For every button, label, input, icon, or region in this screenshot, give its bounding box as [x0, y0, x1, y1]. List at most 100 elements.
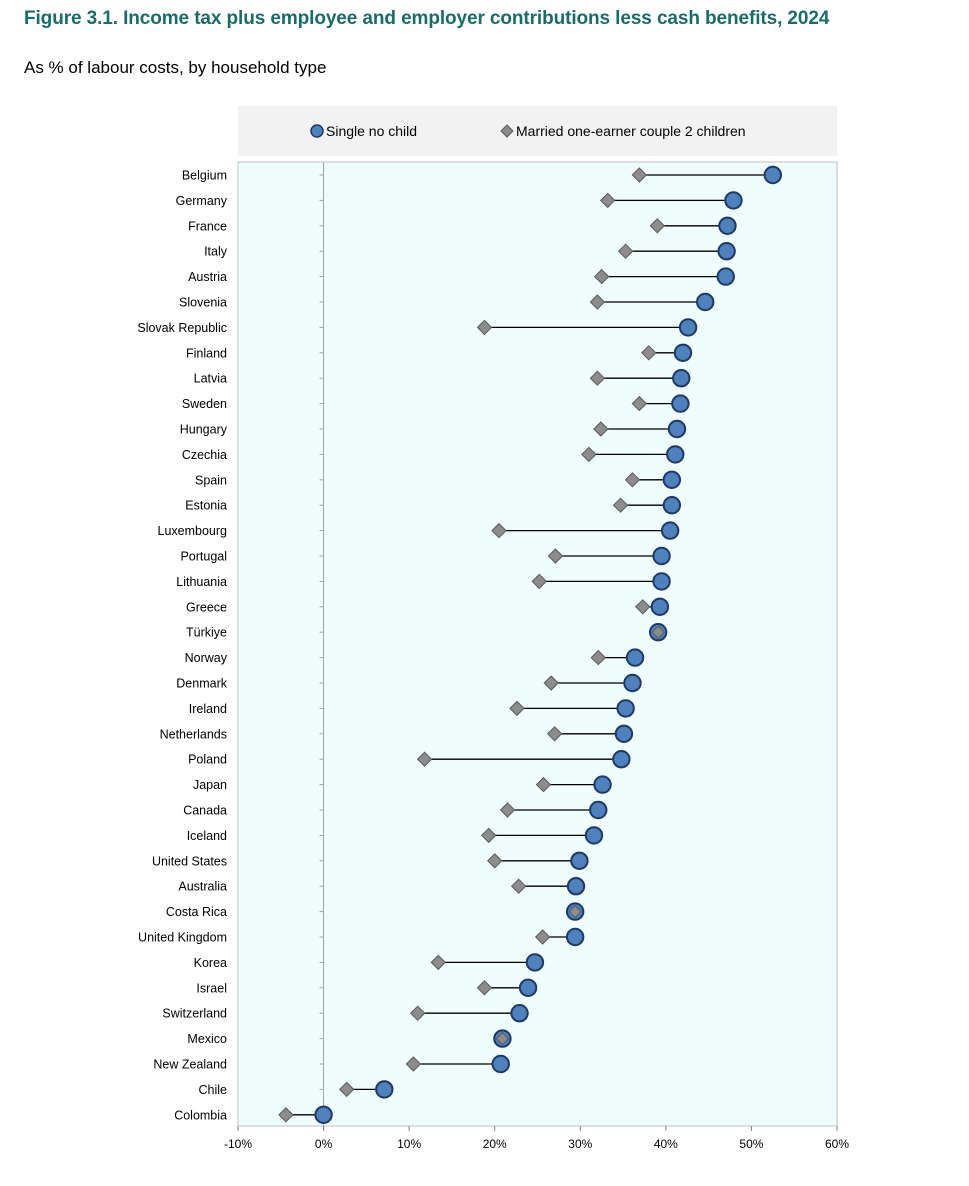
single-point [623, 673, 642, 693]
single-point [616, 699, 635, 718]
category-label: Poland [188, 753, 227, 767]
married-point [531, 573, 547, 590]
married-point [589, 294, 606, 310]
married-point-overlap [651, 625, 665, 639]
married-point [534, 929, 551, 945]
category-label: Japan [193, 778, 227, 792]
category-label: Luxembourg [158, 524, 228, 538]
legend-married-label: Married one-earner couple 2 children [516, 123, 746, 139]
single-point [652, 546, 671, 566]
married-point [649, 218, 666, 234]
category-label: Slovak Republic [137, 321, 227, 335]
married-point [590, 649, 606, 666]
category-label: United Kingdom [138, 931, 227, 945]
single-point [672, 369, 691, 388]
x-tick-label: 0% [315, 1137, 333, 1151]
category-label: Germany [176, 194, 228, 208]
category-label: New Zealand [153, 1058, 227, 1072]
legend-married-marker [500, 124, 514, 138]
married-point [476, 980, 493, 996]
married-point [546, 726, 563, 742]
married-point [405, 1056, 422, 1072]
single-point [678, 318, 698, 337]
category-label: Türkiye [186, 626, 227, 640]
single-point [589, 800, 608, 820]
x-tick-label: 10% [397, 1137, 421, 1151]
single-point [718, 216, 737, 236]
chart-subtitle: As % of labour costs, by household type [24, 58, 327, 77]
category-label: Denmark [176, 677, 227, 691]
married-point [409, 1005, 426, 1021]
category-label: Spain [195, 473, 227, 487]
married-point [593, 268, 610, 285]
married-point [624, 472, 641, 488]
single-point [566, 877, 586, 896]
single-point [625, 648, 645, 667]
married-point [612, 497, 629, 513]
category-label: United States [152, 854, 227, 868]
category-label: Costa Rica [166, 905, 227, 919]
married-point [509, 700, 525, 717]
x-tick-label: 20% [483, 1137, 507, 1151]
married-point [535, 776, 552, 793]
single-point [593, 775, 612, 794]
single-point [314, 1105, 333, 1125]
married-point [278, 1107, 294, 1123]
legend: Single no child Married one-earner coupl… [310, 123, 746, 139]
single-point [662, 496, 682, 515]
married-point [589, 370, 606, 386]
single-point [614, 724, 634, 743]
category-label: Estonia [185, 499, 227, 513]
single-point [716, 267, 735, 286]
single-point [667, 419, 687, 439]
category-label: Mexico [187, 1032, 227, 1046]
category-label: Australia [178, 880, 227, 894]
married-point [499, 802, 516, 818]
single-point [491, 1054, 510, 1074]
married-point [487, 853, 503, 869]
category-label: Belgium [182, 169, 227, 183]
single-point [696, 292, 715, 312]
single-point [525, 953, 545, 972]
single-point [666, 445, 685, 464]
single-point [724, 191, 743, 210]
x-tick-label: 50% [739, 1137, 763, 1151]
married-point [481, 827, 497, 844]
married-point [491, 522, 507, 539]
category-label: France [188, 219, 227, 233]
category-label: Austria [188, 270, 227, 284]
single-point [518, 978, 538, 997]
married-point [416, 751, 433, 767]
married-point [543, 675, 559, 691]
single-point [510, 1004, 529, 1023]
married-point [547, 548, 564, 564]
married-point [599, 192, 616, 209]
married-point [476, 319, 493, 336]
single-point [584, 826, 604, 845]
category-label: Norway [185, 651, 228, 665]
single-point [570, 851, 589, 870]
category-label: Slovenia [179, 296, 227, 310]
legend-background [238, 106, 837, 156]
married-point [635, 599, 651, 615]
single-point [652, 572, 671, 591]
single-point [650, 597, 670, 616]
category-label: Czechia [182, 448, 227, 462]
category-label: Chile [199, 1083, 228, 1097]
category-label: Finland [186, 346, 227, 360]
single-point [763, 165, 783, 185]
x-tick-label: 40% [654, 1137, 678, 1151]
single-point [660, 521, 680, 540]
married-point [631, 167, 648, 183]
category-label: Iceland [187, 829, 227, 843]
single-point [671, 394, 690, 413]
chart-title: Figure 3.1. Income tax plus employee and… [24, 8, 830, 29]
x-tick-label: 30% [568, 1137, 592, 1151]
category-label: Lithuania [176, 575, 227, 589]
married-point [430, 954, 446, 971]
category-label: Latvia [194, 372, 227, 386]
married-point [593, 421, 609, 437]
married-point [641, 345, 657, 361]
category-label: Korea [194, 956, 227, 970]
